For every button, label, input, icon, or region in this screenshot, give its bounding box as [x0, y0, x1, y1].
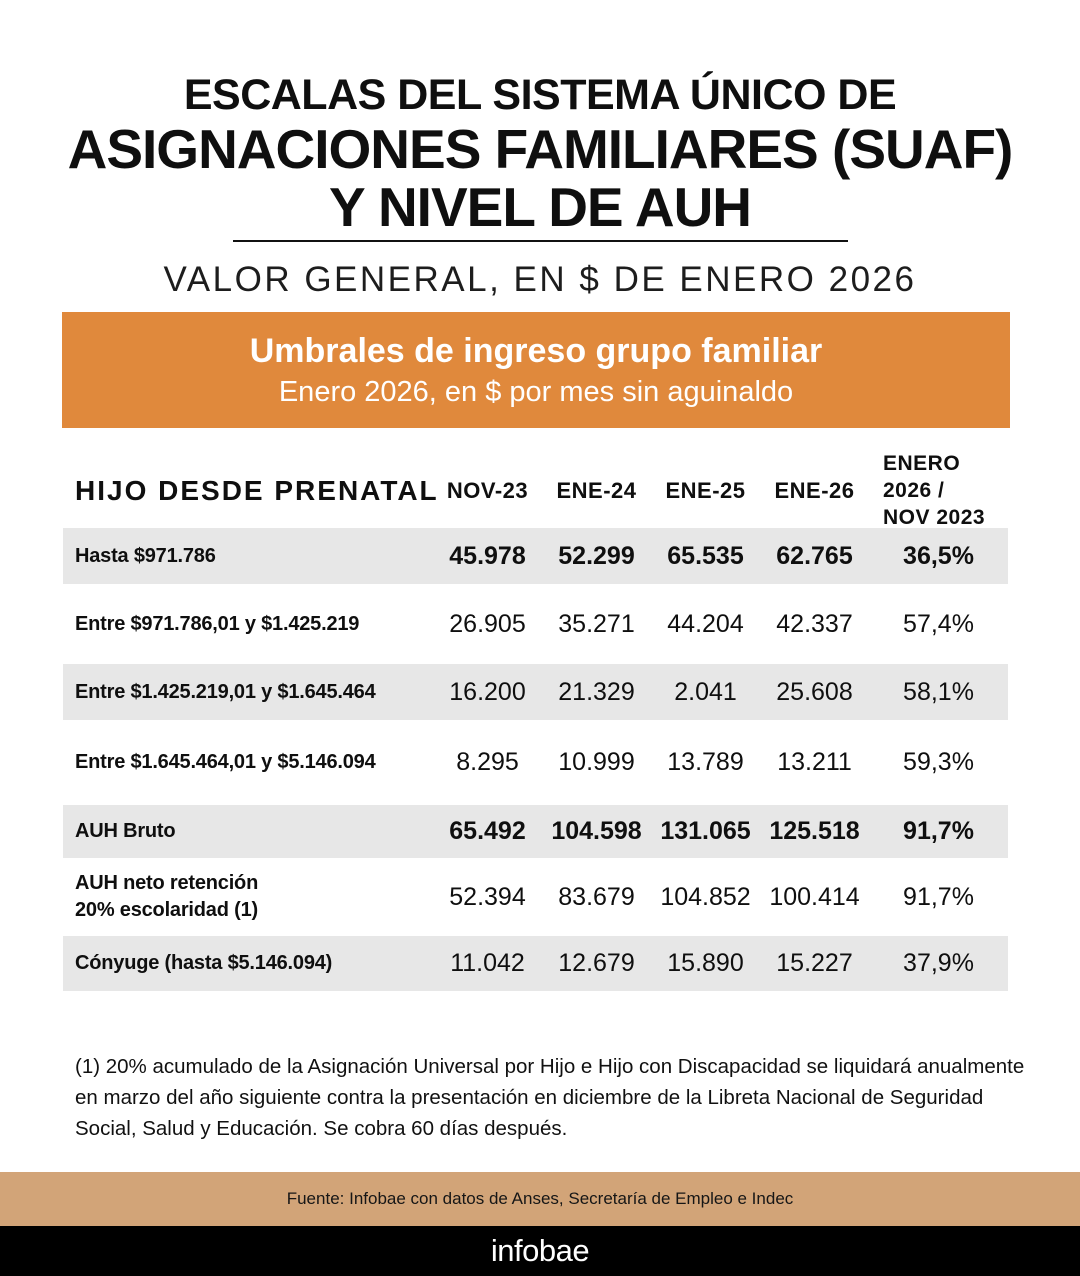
- cell-value: 8.295: [456, 748, 519, 776]
- table-row: AUH Bruto 65.492 104.598 131.065 125.518…: [63, 805, 1008, 858]
- cell-value: 83.679: [558, 882, 635, 911]
- title-line-1: ESCALAS DEL SISTEMA ÚNICO DE: [183, 71, 897, 119]
- column-header-variation: ENERO 2026 / NOV 2023: [883, 452, 986, 529]
- source-bar: Fuente: Infobae con datos de Anses, Secr…: [0, 1172, 1080, 1226]
- cell-value: 100.414: [769, 882, 860, 911]
- table-row: AUH neto retención 20% escolaridad (1) 5…: [63, 858, 1008, 936]
- column-header-nov23: NOV-23: [446, 477, 529, 503]
- cell-value: 15.227: [776, 949, 853, 977]
- cell-value: 13.211: [777, 748, 852, 776]
- subtitle: VALOR GENERAL, EN $ DE ENERO 2026: [163, 260, 917, 299]
- cell-value: 36,5%: [903, 541, 974, 570]
- cell-value: 62.765: [776, 541, 853, 570]
- table-header-row: HIJO DESDE PRENATAL NOV-23 ENE-24 ENE-25…: [63, 450, 1008, 529]
- column-header-label: HIJO DESDE PRENATAL: [75, 475, 439, 506]
- cell-value: 26.905: [449, 609, 526, 638]
- table-row: Cónyuge (hasta $5.146.094) 11.042 12.679…: [63, 936, 1008, 991]
- infobae-logo: infobae: [490, 1233, 590, 1268]
- banner-title: Umbrales de ingreso grupo familiar: [249, 331, 823, 370]
- table-row: Hasta $971.786 45.978 52.299 65.535 62.7…: [63, 528, 1008, 584]
- cell-value: 125.518: [769, 817, 860, 845]
- column-header-ene25: ENE-25: [665, 477, 746, 503]
- row-label: Cónyuge (hasta $5.146.094): [75, 952, 333, 974]
- income-thresholds-banner: Umbrales de ingreso grupo familiar Enero…: [62, 312, 1010, 428]
- cell-value: 2.041: [674, 677, 737, 706]
- column-header-ene24: ENE-24: [556, 477, 637, 503]
- cell-value: 13.789: [667, 748, 744, 776]
- row-label: Entre $1.425.219,01 y $1.645.464: [75, 680, 376, 703]
- title-line-2: ASIGNACIONES FAMILIARES (SUAF): [67, 118, 1014, 180]
- row-label: AUH neto retención 20% escolaridad (1): [75, 872, 259, 921]
- cell-value: 15.890: [667, 949, 744, 977]
- cell-value: 104.598: [551, 817, 642, 845]
- cell-value: 58,1%: [903, 677, 974, 706]
- table-row: Entre $1.645.464,01 y $5.146.094 8.295 1…: [63, 720, 1008, 805]
- cell-value: 45.978: [449, 541, 526, 570]
- title-line-3: Y NIVEL DE AUH: [328, 176, 752, 238]
- cell-value: 35.271: [558, 609, 635, 638]
- cell-value: 57,4%: [903, 609, 974, 638]
- title-divider: [232, 240, 848, 242]
- footnote: (1) 20% acumulado de la Asignación Unive…: [75, 1054, 1025, 1140]
- cell-value: 91,7%: [903, 817, 974, 845]
- source-text: Fuente: Infobae con datos de Anses, Secr…: [286, 1189, 794, 1208]
- cell-value: 65.492: [449, 817, 526, 845]
- suaf-table: HIJO DESDE PRENATAL NOV-23 ENE-24 ENE-25…: [63, 450, 1008, 991]
- logo-bar: infobae: [0, 1226, 1080, 1276]
- cell-value: 59,3%: [903, 748, 974, 776]
- cell-value: 131.065: [660, 817, 751, 845]
- cell-value: 52.299: [558, 541, 635, 570]
- cell-value: 21.329: [558, 677, 635, 706]
- cell-value: 42.337: [776, 609, 853, 638]
- banner-subtitle: Enero 2026, en $ por mes sin aguinaldo: [278, 375, 794, 408]
- cell-value: 25.608: [776, 677, 853, 706]
- row-label: AUH Bruto: [75, 820, 176, 842]
- title-block: ESCALAS DEL SISTEMA ÚNICO DE ASIGNACIONE…: [0, 70, 1080, 300]
- cell-value: 37,9%: [903, 949, 974, 977]
- row-label: Entre $971.786,01 y $1.425.219: [75, 612, 360, 635]
- cell-value: 12.679: [558, 949, 635, 977]
- cell-value: 10.999: [558, 748, 635, 776]
- cell-value: 44.204: [667, 609, 744, 638]
- cell-value: 16.200: [449, 677, 526, 706]
- table-row: Entre $971.786,01 y $1.425.219 26.905 35…: [63, 584, 1008, 664]
- row-label: Hasta $971.786: [75, 544, 216, 567]
- cell-value: 65.535: [667, 541, 744, 570]
- cell-value: 91,7%: [903, 882, 974, 911]
- cell-value: 11.042: [450, 949, 525, 977]
- column-header-ene26: ENE-26: [774, 477, 855, 503]
- cell-value: 52.394: [449, 882, 526, 911]
- table-row: Entre $1.425.219,01 y $1.645.464 16.200 …: [63, 664, 1008, 720]
- row-label: Entre $1.645.464,01 y $5.146.094: [75, 751, 376, 773]
- cell-value: 104.852: [660, 882, 751, 911]
